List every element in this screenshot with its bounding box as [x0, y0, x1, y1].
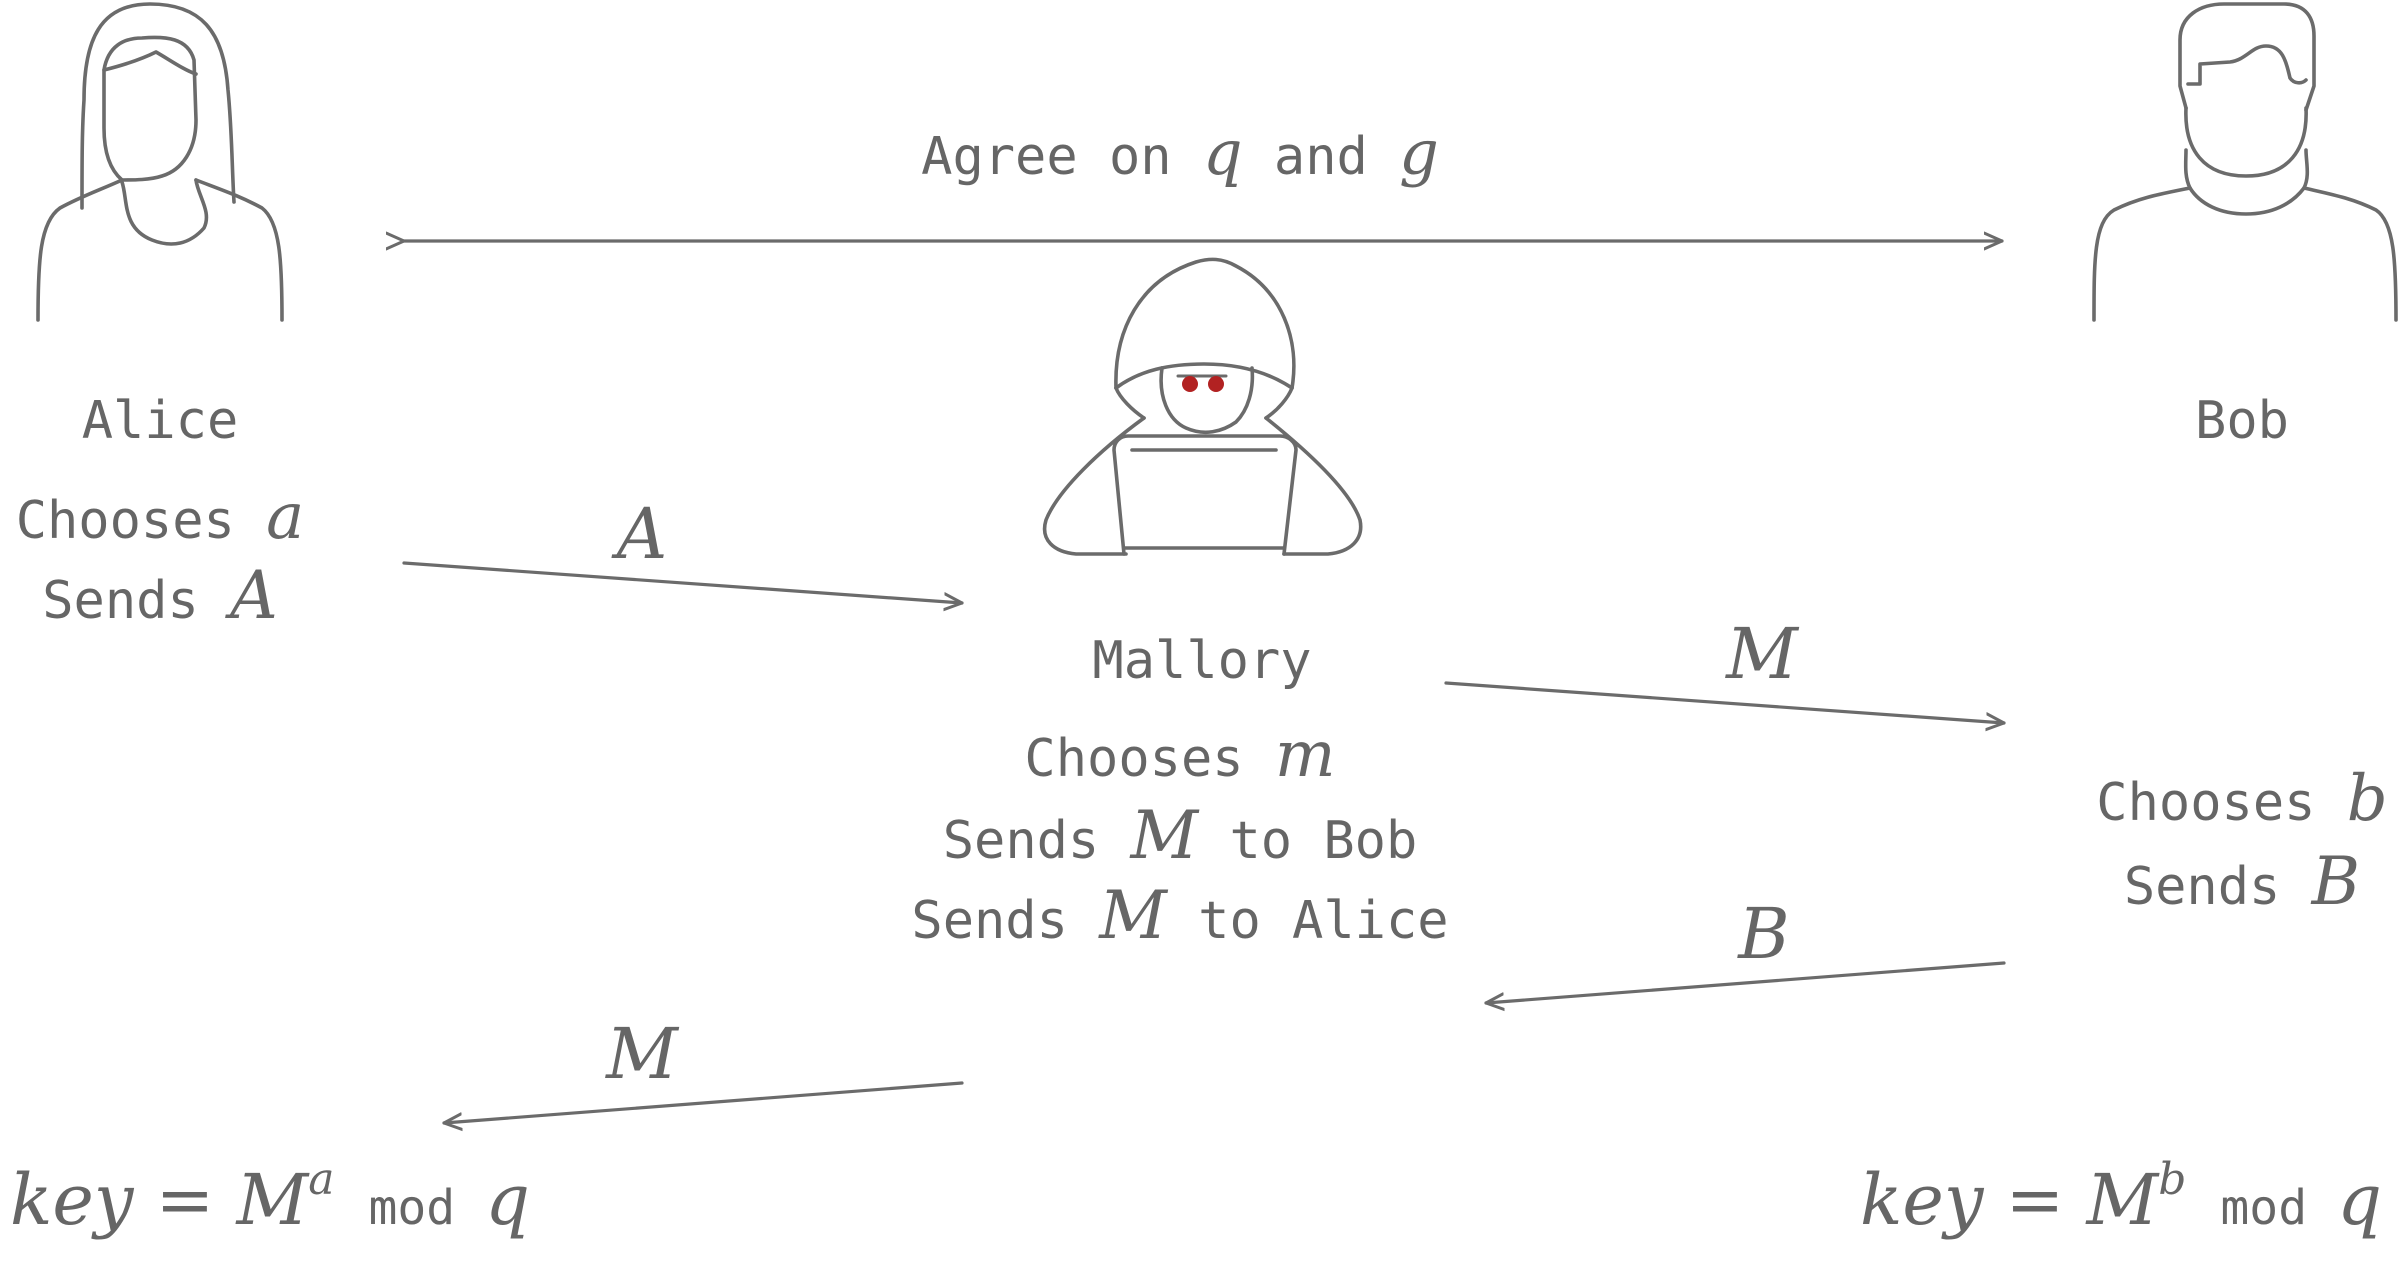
alice-icon [36, 2, 284, 322]
alice-key: key = Mamod q [10, 1154, 530, 1241]
arrow-label-a: A [611, 493, 668, 575]
arrow-mallory-to-bob [1444, 681, 2006, 723]
mallory-name: Mallory [1092, 631, 1311, 691]
mallory-send-bob: Sends M to Bob [943, 797, 1418, 874]
agree-label: Agree on q and g [921, 116, 1439, 189]
mallory-send-alice: Sends M to Alice [911, 877, 1448, 954]
alice-name: Alice [82, 391, 239, 451]
mallory-left-eye [1182, 376, 1198, 392]
arrow-alice-to-mallory [402, 561, 964, 603]
alice-send: Sends A [42, 557, 278, 634]
mallory-right-eye [1208, 376, 1224, 392]
arrow-label-b: B [1736, 893, 1789, 975]
mallory-icon [1042, 257, 1363, 556]
bob-name: Bob [2195, 391, 2289, 451]
arrow-label-m-bob: M [1724, 613, 1800, 695]
bob-send: Sends B [2124, 843, 2360, 920]
bob-choose: Chooses b [2096, 762, 2387, 836]
bob-icon [2092, 2, 2398, 322]
alice-choose: Chooses a [16, 480, 305, 554]
arrow-mallory-to-alice [442, 1081, 964, 1123]
mallory-choose: Chooses m [1024, 718, 1335, 792]
bob-key: key = Mbmod q [1860, 1154, 2382, 1241]
arrow-label-m-alice: M [604, 1013, 680, 1095]
arrow-bob-to-mallory [1484, 961, 2006, 1003]
